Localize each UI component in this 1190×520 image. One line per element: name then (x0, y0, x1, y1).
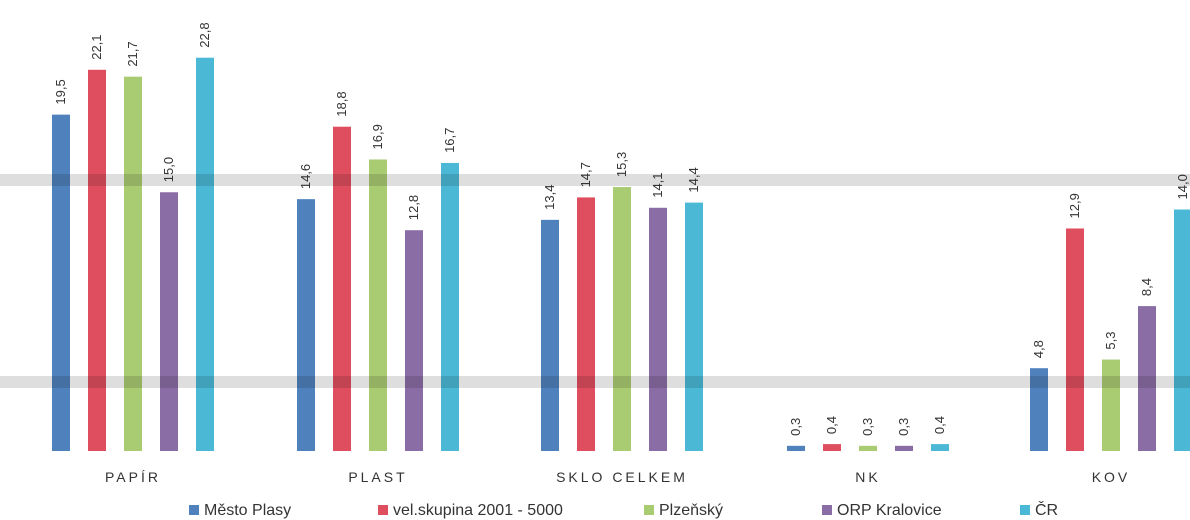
bar-1-2 (369, 159, 387, 451)
legend-swatch-4 (1020, 505, 1030, 515)
bar-0-4 (196, 57, 214, 451)
legend-swatch-3 (822, 505, 832, 515)
bar-4-3 (1138, 306, 1156, 451)
value-label-1-0: 14,6 (298, 164, 313, 189)
value-label-3-2: 0,3 (860, 418, 875, 436)
category-label-2: SKLO CELKEM (556, 469, 688, 485)
value-label-3-3: 0,3 (896, 418, 911, 436)
bar-2-0 (541, 219, 559, 451)
bar-3-1 (823, 444, 841, 451)
bar-0-1 (88, 69, 106, 452)
value-labels: 19,5 22,1 21,7 15,0 22,8 14,6 18,8 16,9 12,8 16,7… (53, 22, 1190, 435)
bar-3-2 (859, 445, 877, 451)
bar-0-0 (52, 114, 70, 451)
bar-4-4 (1174, 209, 1190, 451)
value-label-2-2: 15,3 (614, 152, 629, 177)
band-0 (0, 174, 1190, 186)
bar-3-0 (787, 445, 805, 451)
value-label-1-1: 18,8 (334, 91, 349, 116)
category-label-0: PAPÍR (105, 469, 161, 485)
value-label-2-1: 14,7 (578, 162, 593, 187)
value-label-4-3: 8,4 (1139, 278, 1154, 296)
legend-label-0: Město Plasy (204, 502, 291, 519)
value-label-2-4: 14,4 (686, 167, 701, 192)
bar-0-2 (124, 76, 142, 452)
bar-4-1 (1066, 228, 1084, 451)
value-label-3-1: 0,4 (824, 416, 839, 434)
legend-swatch-1 (378, 505, 388, 515)
bar-1-4 (441, 162, 459, 452)
value-label-4-1: 12,9 (1067, 193, 1082, 218)
legend-swatch-2 (644, 505, 654, 515)
bars-layer (52, 57, 1190, 452)
value-label-3-4: 0,4 (932, 416, 947, 434)
bar-3-3 (895, 445, 913, 451)
bar-3-4 (931, 444, 949, 451)
value-label-1-2: 16,9 (370, 124, 385, 149)
value-label-3-0: 0,3 (788, 418, 803, 436)
bar-1-3 (405, 230, 423, 451)
legend: Město Plasy vel.skupina 2001 - 5000 Plzeňs… (189, 500, 1058, 519)
value-label-4-0: 4,8 (1031, 340, 1046, 358)
legend-label-2: Plzeňský (659, 502, 723, 519)
value-label-2-3: 14,1 (650, 172, 665, 197)
value-label-2-0: 13,4 (542, 185, 557, 210)
legend-swatch-0 (189, 505, 199, 515)
value-label-0-0: 19,5 (53, 79, 68, 104)
bar-1-1 (333, 126, 351, 451)
bar-2-2 (613, 187, 631, 451)
bar-2-1 (577, 197, 595, 451)
category-label-1: PLAST (348, 469, 407, 485)
category-axis: PAPÍR PLAST SKLO CELKEM NK KOV (105, 469, 1131, 485)
horizontal-bands (0, 174, 1190, 388)
legend-label-1: vel.skupina 2001 - 5000 (393, 502, 563, 519)
legend-label-3: ORP Kralovice (837, 502, 942, 519)
bar-0-3 (160, 192, 178, 451)
value-label-1-4: 16,7 (442, 128, 457, 153)
value-label-0-1: 22,1 (89, 34, 104, 59)
bar-2-4 (685, 202, 703, 451)
bar-4-0 (1030, 368, 1048, 451)
value-label-1-3: 12,8 (406, 195, 421, 220)
legend-label-4: ČR (1035, 500, 1058, 519)
bar-2-3 (649, 207, 667, 451)
band-1 (0, 376, 1190, 388)
value-label-0-4: 22,8 (197, 22, 212, 47)
category-label-4: KOV (1092, 469, 1131, 485)
value-label-0-2: 21,7 (125, 41, 140, 66)
category-label-3: NK (855, 469, 880, 485)
value-label-4-4: 14,0 (1175, 174, 1190, 199)
value-label-0-3: 15,0 (161, 157, 176, 182)
bar-1-0 (297, 199, 315, 451)
value-label-4-2: 5,3 (1103, 331, 1118, 349)
bar-4-2 (1102, 359, 1120, 451)
